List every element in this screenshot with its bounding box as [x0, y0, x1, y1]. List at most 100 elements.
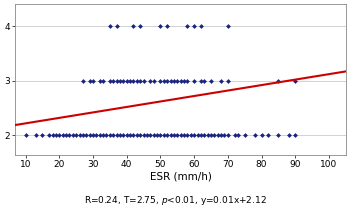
Point: [114, 79, 119, 82]
Point: [93, 134, 99, 137]
Point: [77, 134, 82, 137]
Point: [275, 79, 281, 82]
Point: [178, 79, 183, 82]
Point: [124, 79, 130, 82]
Text: R=0.24, T=2.75, $p$<0.01, y=0.01x+2.12: R=0.24, T=2.75, $p$<0.01, y=0.01x+2.12: [84, 194, 266, 207]
Point: [138, 134, 143, 137]
Point: [87, 134, 92, 137]
Point: [147, 134, 153, 137]
Point: [70, 134, 76, 137]
Point: [252, 134, 258, 137]
Point: [56, 134, 62, 137]
Point: [131, 24, 136, 28]
Point: [164, 79, 170, 82]
Point: [154, 134, 160, 137]
Point: [104, 134, 109, 137]
Point: [107, 24, 113, 28]
Point: [74, 134, 79, 137]
Point: [107, 134, 113, 137]
Point: [83, 134, 89, 137]
Point: [100, 79, 106, 82]
Point: [191, 79, 197, 82]
Point: [242, 134, 247, 137]
Point: [111, 79, 116, 82]
Point: [205, 134, 210, 137]
Point: [225, 134, 231, 137]
Point: [97, 134, 103, 137]
Point: [175, 79, 180, 82]
Point: [141, 134, 146, 137]
Point: [111, 134, 116, 137]
Point: [181, 79, 187, 82]
Point: [211, 134, 217, 137]
Point: [184, 24, 190, 28]
Point: [184, 134, 190, 137]
Point: [168, 79, 173, 82]
Point: [40, 134, 45, 137]
Point: [171, 79, 177, 82]
Point: [90, 134, 96, 137]
Point: [97, 79, 103, 82]
Point: [147, 79, 153, 82]
Point: [188, 134, 194, 137]
Point: [235, 134, 241, 137]
Point: [117, 79, 123, 82]
Point: [100, 134, 106, 137]
Point: [168, 134, 173, 137]
Point: [191, 24, 197, 28]
Point: [144, 134, 150, 137]
Point: [80, 134, 86, 137]
Point: [90, 79, 96, 82]
Point: [138, 24, 143, 28]
Point: [293, 134, 298, 137]
Point: [218, 79, 224, 82]
Point: [222, 134, 227, 137]
Point: [161, 79, 167, 82]
Point: [117, 134, 123, 137]
Point: [164, 24, 170, 28]
Point: [23, 134, 28, 137]
Point: [138, 79, 143, 82]
Point: [158, 134, 163, 137]
Point: [191, 134, 197, 137]
Point: [158, 79, 163, 82]
Point: [124, 134, 130, 137]
Point: [293, 79, 298, 82]
Point: [131, 79, 136, 82]
Point: [171, 134, 177, 137]
Point: [275, 134, 281, 137]
Point: [33, 134, 38, 137]
X-axis label: ESR (mm/h): ESR (mm/h): [150, 172, 212, 182]
Point: [127, 79, 133, 82]
Point: [80, 79, 86, 82]
Point: [87, 79, 92, 82]
Point: [195, 134, 200, 137]
Point: [120, 134, 126, 137]
Point: [53, 134, 59, 137]
Point: [225, 24, 231, 28]
Point: [232, 134, 237, 137]
Point: [120, 79, 126, 82]
Point: [175, 134, 180, 137]
Point: [161, 134, 167, 137]
Point: [66, 134, 72, 137]
Point: [151, 134, 156, 137]
Point: [266, 134, 271, 137]
Point: [114, 134, 119, 137]
Point: [208, 79, 214, 82]
Point: [198, 24, 204, 28]
Point: [198, 134, 204, 137]
Point: [198, 79, 204, 82]
Point: [184, 79, 190, 82]
Point: [60, 134, 65, 137]
Point: [178, 134, 183, 137]
Point: [181, 134, 187, 137]
Point: [134, 134, 140, 137]
Point: [50, 134, 55, 137]
Point: [218, 134, 224, 137]
Point: [286, 134, 291, 137]
Point: [134, 79, 140, 82]
Point: [131, 134, 136, 137]
Point: [151, 79, 156, 82]
Point: [259, 134, 264, 137]
